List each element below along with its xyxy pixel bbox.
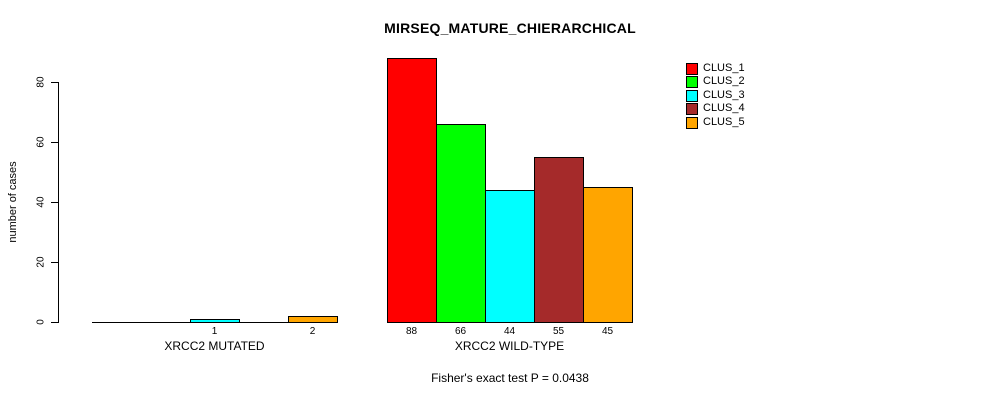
legend-swatch [686, 76, 698, 88]
bar [436, 124, 486, 323]
legend-label: CLUS_5 [703, 116, 745, 128]
y-tick [51, 82, 58, 83]
legend-swatch [686, 63, 698, 75]
chart-title: MIRSEQ_MATURE_CHIERARCHICAL [384, 20, 636, 36]
bar [387, 58, 437, 323]
bar [583, 187, 633, 323]
bar-value-label: 88 [405, 326, 418, 337]
group-label: XRCC2 MUTATED [164, 339, 265, 353]
bar-value-label: 1 [211, 326, 218, 337]
stat-note: Fisher's exact test P = 0.0438 [431, 371, 589, 385]
bar [190, 319, 240, 323]
legend-label: CLUS_2 [703, 75, 745, 87]
legend-label: CLUS_3 [703, 89, 745, 101]
legend-label: CLUS_1 [703, 62, 745, 74]
y-tick-label: 20 [35, 256, 47, 268]
y-tick [51, 202, 58, 203]
y-tick [51, 142, 58, 143]
bar-value-label: 66 [454, 326, 467, 337]
y-tick-label: 60 [35, 136, 47, 148]
legend-swatch [686, 117, 698, 129]
y-tick-label: 80 [35, 76, 47, 88]
bar [288, 316, 338, 323]
legend-swatch [686, 90, 698, 102]
bar-value-label: 45 [601, 326, 614, 337]
bar-value-label: 55 [552, 326, 565, 337]
bar-value-label: 44 [503, 326, 516, 337]
bar-value-label: 2 [309, 326, 316, 337]
bar [485, 190, 535, 323]
legend-label: CLUS_4 [703, 102, 745, 114]
y-axis-title: number of cases [7, 161, 19, 243]
y-tick [51, 262, 58, 263]
y-tick-label: 40 [35, 196, 47, 208]
y-tick [51, 322, 58, 323]
group-label: XRCC2 WILD-TYPE [454, 339, 565, 353]
bar [534, 157, 584, 323]
y-axis-line [58, 82, 59, 323]
y-tick-label: 0 [35, 319, 47, 325]
legend-swatch [686, 103, 698, 115]
